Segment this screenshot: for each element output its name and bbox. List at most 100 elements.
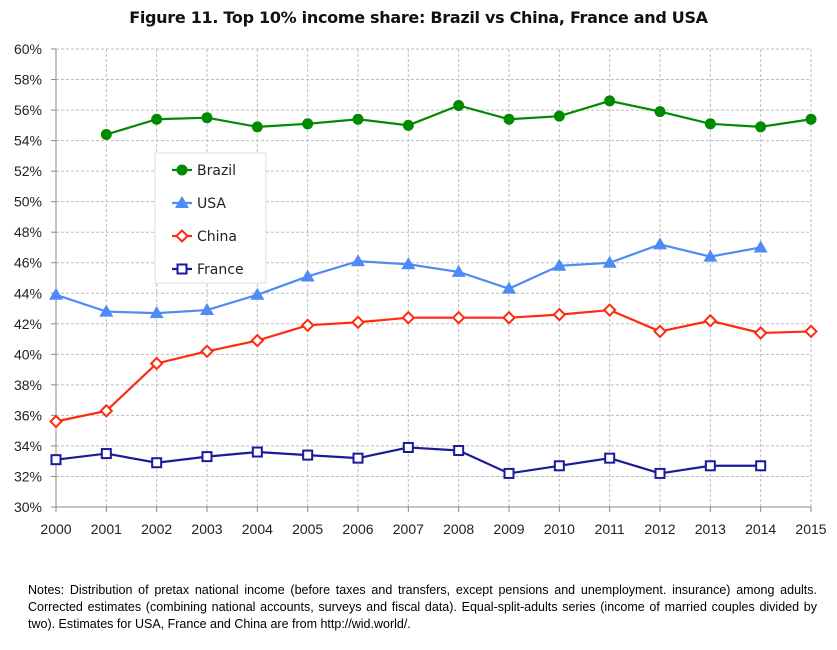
x-tick-label: 2000 xyxy=(40,521,71,537)
data-point-china xyxy=(703,313,718,328)
data-point-china xyxy=(49,414,63,429)
data-point-china xyxy=(753,326,768,340)
data-point-usa xyxy=(99,304,114,317)
data-point-brazil xyxy=(352,113,364,125)
data-point-usa xyxy=(351,254,365,267)
x-tick-label: 2014 xyxy=(745,521,776,537)
y-tick-label: 34% xyxy=(14,438,42,454)
data-point-brazil xyxy=(755,121,767,133)
data-point-brazil xyxy=(402,119,414,131)
data-point-france xyxy=(151,457,163,469)
data-point-usa xyxy=(451,264,466,277)
data-point-france xyxy=(50,454,62,466)
legend-label-brazil: Brazil xyxy=(197,163,236,179)
data-point-france xyxy=(251,446,263,458)
legend-marker-france xyxy=(176,263,188,275)
chart-title: Figure 11. Top 10% income share: Brazil … xyxy=(129,8,708,27)
x-tick-label: 2012 xyxy=(644,521,675,537)
series-brazil xyxy=(100,95,817,140)
data-point-usa xyxy=(753,240,768,253)
data-point-france xyxy=(553,460,565,472)
data-point-brazil xyxy=(704,118,716,130)
data-point-china xyxy=(200,344,214,359)
data-point-usa xyxy=(653,237,667,250)
data-point-brazil xyxy=(604,95,616,107)
data-point-brazil xyxy=(453,99,465,111)
y-tick-label: 60% xyxy=(14,41,42,57)
data-point-brazil xyxy=(151,113,163,125)
data-point-brazil xyxy=(503,113,515,125)
y-tick-label: 56% xyxy=(14,102,42,118)
series-china xyxy=(49,303,818,429)
series-line-china xyxy=(55,308,812,423)
chart-notes: Notes: Distribution of pretax national i… xyxy=(28,583,817,631)
data-point-france xyxy=(100,448,112,460)
data-point-china xyxy=(99,403,114,418)
x-tick-label: 2002 xyxy=(141,521,172,537)
x-tick-label: 2013 xyxy=(695,521,726,537)
y-tick-label: 50% xyxy=(14,194,42,210)
series-usa xyxy=(49,237,768,319)
data-point-china xyxy=(351,315,365,330)
legend-label-usa: USA xyxy=(197,196,226,212)
legend-marker-brazil xyxy=(176,164,188,176)
data-point-brazil xyxy=(654,106,666,118)
x-tick-label: 2005 xyxy=(292,521,323,537)
y-tick-label: 32% xyxy=(14,468,42,484)
x-tick-label: 2004 xyxy=(242,521,273,537)
y-tick-label: 44% xyxy=(14,285,42,301)
x-tick-label: 2007 xyxy=(393,521,424,537)
legend: Brazil USA China France xyxy=(154,152,267,284)
data-point-china xyxy=(451,310,466,325)
x-tick-label: 2015 xyxy=(795,521,826,537)
data-point-france xyxy=(402,441,414,453)
y-tick-label: 52% xyxy=(14,163,42,179)
data-point-france xyxy=(654,467,666,479)
data-point-usa xyxy=(49,287,63,300)
data-point-brazil xyxy=(302,118,314,130)
legend-label-china: China xyxy=(197,229,237,245)
data-point-france xyxy=(503,467,515,479)
x-tick-label: 2003 xyxy=(191,521,222,537)
data-point-usa xyxy=(552,258,567,271)
data-point-brazil xyxy=(553,110,565,122)
data-point-usa xyxy=(200,303,214,316)
data-point-china xyxy=(300,318,315,333)
y-tick-label: 42% xyxy=(14,316,42,332)
legend-box xyxy=(154,152,267,284)
data-point-france xyxy=(201,451,213,463)
data-point-china xyxy=(602,303,617,317)
x-tick-label: 2008 xyxy=(443,521,474,537)
x-tick-label: 2011 xyxy=(595,521,625,537)
legend-marker-usa xyxy=(175,196,189,208)
line-chart: 30% 32% 34% 36% 38% 40% 42% 44% 46% 48% 50% 52% 54% 5… xyxy=(14,41,827,537)
data-point-usa xyxy=(401,257,416,270)
data-point-france xyxy=(755,460,767,472)
legend-label-france: France xyxy=(197,262,244,278)
y-tick-label: 58% xyxy=(14,72,42,88)
data-point-usa xyxy=(502,281,516,294)
y-tick-label: 38% xyxy=(14,377,42,393)
y-tick-label: 54% xyxy=(14,133,42,149)
y-tick-label: 40% xyxy=(14,346,42,362)
data-point-usa xyxy=(250,287,265,300)
x-tick-label: 2006 xyxy=(342,521,373,537)
legend-marker-china xyxy=(175,229,189,243)
y-tick-label: 48% xyxy=(14,224,42,240)
data-point-usa xyxy=(149,306,164,319)
data-point-china xyxy=(653,324,667,339)
x-tick-label: 2001 xyxy=(91,521,122,537)
data-point-usa xyxy=(602,255,617,268)
y-tick-label: 36% xyxy=(14,407,42,423)
data-point-france xyxy=(302,449,314,461)
data-point-usa xyxy=(300,269,315,282)
data-point-brazil xyxy=(805,113,817,125)
data-point-brazil xyxy=(251,121,263,133)
data-point-france xyxy=(352,452,364,464)
data-point-china xyxy=(401,310,416,325)
y-tick-label: 30% xyxy=(14,499,42,515)
data-point-china xyxy=(502,310,516,325)
data-point-france xyxy=(604,452,616,464)
data-point-france xyxy=(453,445,465,457)
data-point-brazil xyxy=(100,128,112,140)
